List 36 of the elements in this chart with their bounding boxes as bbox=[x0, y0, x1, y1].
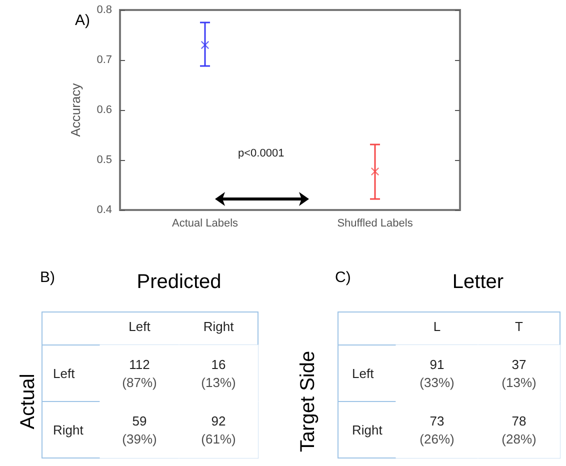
data-label: 73 bbox=[430, 413, 444, 428]
x-tick-label: T bbox=[515, 319, 524, 334]
annotation: (39%) bbox=[122, 431, 157, 446]
y-tick-label: 0.5 bbox=[96, 154, 112, 166]
x-tick-label: Shuffled Labels bbox=[337, 218, 414, 230]
data-label: 91 bbox=[430, 356, 444, 372]
x-tick-label: Right bbox=[203, 319, 234, 334]
x-axis-title: Letter bbox=[452, 271, 504, 293]
annotation: (33%) bbox=[420, 374, 454, 390]
annotation: p<0.0001 bbox=[238, 148, 284, 160]
data-label: 59 bbox=[132, 413, 147, 428]
y-tick-label: 0.4 bbox=[96, 204, 112, 216]
chart-title: A) bbox=[75, 12, 90, 29]
x-axis-title: Predicted bbox=[136, 271, 222, 293]
y-axis-title: Accuracy bbox=[68, 82, 83, 137]
data-label: 92 bbox=[211, 413, 226, 428]
annotation: (13%) bbox=[201, 374, 236, 390]
y-axis-title: Target Side bbox=[297, 350, 319, 452]
data-label: 16 bbox=[211, 356, 226, 372]
y-tick-label: 0.8 bbox=[96, 4, 112, 16]
y-tick-label: 0.6 bbox=[96, 104, 112, 116]
data-label: 78 bbox=[512, 413, 526, 428]
data-label: 112 bbox=[129, 356, 150, 372]
chart-title: B) bbox=[40, 269, 56, 286]
annotation: (13%) bbox=[502, 374, 536, 390]
annotation: (61%) bbox=[201, 431, 236, 446]
data-label: 37 bbox=[512, 356, 526, 372]
annotation: (87%) bbox=[122, 374, 157, 390]
annotation: (28%) bbox=[502, 431, 536, 446]
x-tick-label: Actual Labels bbox=[172, 218, 239, 230]
x-tick-label: Left bbox=[128, 319, 151, 334]
chart-title: C) bbox=[335, 269, 351, 286]
annotation: (26%) bbox=[420, 431, 454, 446]
y-tick-label: 0.7 bbox=[96, 54, 112, 66]
y-axis-title: Actual bbox=[17, 374, 39, 430]
x-tick-label: L bbox=[433, 319, 441, 334]
